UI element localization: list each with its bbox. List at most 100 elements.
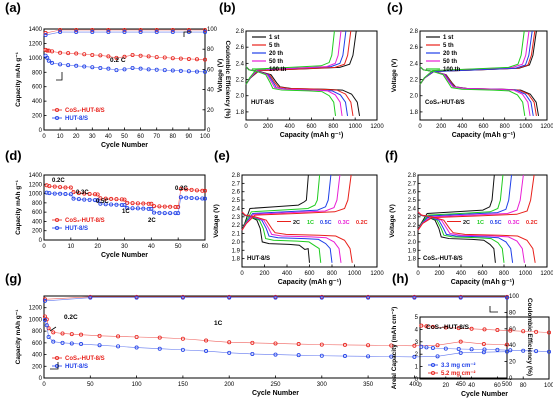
x-tick-label: 0 [418, 124, 422, 130]
data-point [366, 295, 371, 300]
data-point [157, 204, 162, 209]
data-point [458, 350, 463, 355]
x-tick-label: 350 [363, 382, 374, 388]
data-point [43, 31, 48, 36]
data-point [547, 349, 552, 354]
x-tick-label: 1200 [370, 271, 384, 277]
y-tick-label: 400 [32, 353, 43, 359]
data-point [47, 191, 52, 196]
legend-label: CoS₂-HUT-8/S [65, 218, 105, 224]
y2-axis-label: Coulombic Efficiency (%) [224, 40, 231, 118]
data-point [92, 192, 97, 197]
y-tick-label: 1.8 [232, 257, 241, 263]
data-point [47, 184, 52, 189]
data-point [87, 197, 92, 202]
data-point [51, 330, 56, 335]
legend-label: HUT-8/S [65, 116, 88, 122]
data-point [76, 191, 81, 196]
y2-tick-label: 60 [207, 67, 214, 73]
data-point [51, 339, 56, 344]
y2-tick-label: 80 [207, 47, 214, 53]
x-axis-label: Capacity (mAh g⁻¹) [451, 279, 515, 286]
x-tick-label: 450 [456, 382, 467, 388]
data-point [176, 211, 181, 216]
charge-curve [245, 30, 335, 85]
data-point [68, 185, 73, 190]
data-point [134, 334, 139, 339]
data-point [146, 201, 151, 206]
data-point [170, 56, 175, 61]
x-tick-label: 1200 [540, 124, 553, 130]
panel-f: (f) 0 200 400 600 800 1000 1200 1.8 1.9 2.0 2.1 2.2 2… [385, 148, 553, 286]
data-point [60, 331, 65, 336]
x-tick-label: 400 [282, 271, 293, 277]
y-tick-label: 2.4 [236, 61, 245, 67]
data-point [435, 354, 440, 359]
y2-tick-label: 20 [509, 360, 516, 366]
data-point [458, 295, 463, 300]
y-tick-label: 2.8 [236, 29, 245, 35]
data-point [103, 202, 108, 207]
data-point [122, 197, 127, 202]
data-point [202, 30, 207, 35]
x-tick-label: 600 [477, 271, 488, 277]
legend-label: 2C [293, 220, 300, 226]
data-point [88, 295, 93, 300]
data-point [90, 28, 95, 33]
x-tick-label: 600 [304, 271, 315, 277]
data-point [162, 55, 167, 60]
x-axis-label: Capacity (mAh g⁻¹) [280, 132, 344, 139]
data-point [178, 195, 183, 200]
data-point [76, 197, 81, 202]
rate-label: 0.5C [96, 199, 109, 205]
x-tick-label: 40 [148, 244, 155, 250]
data-point [162, 68, 167, 73]
y-tick-label: 800 [32, 329, 43, 335]
x-tick-label: 200 [434, 271, 445, 277]
data-point [45, 48, 50, 53]
data-point [424, 345, 429, 350]
data-point [319, 353, 324, 358]
data-point [342, 342, 347, 347]
data-point [46, 58, 51, 63]
x-tick-label: 80 [169, 134, 176, 140]
y-tick-label: 2.2 [410, 78, 419, 84]
data-point [366, 354, 371, 359]
data-point [122, 67, 127, 72]
data-point [342, 354, 347, 359]
panel-g: (g)0 50 100 150 200 250 300 350 400 450 5000200400… [5, 271, 533, 397]
data-point [227, 350, 232, 355]
series-line [421, 346, 550, 353]
data-point [186, 56, 191, 61]
data-point [106, 54, 111, 59]
panel-label: (h) [392, 271, 409, 286]
y2-tick-label: 0 [207, 128, 211, 134]
data-point [82, 64, 87, 69]
y-tick-label: 0 [39, 376, 43, 382]
data-point [430, 345, 435, 350]
data-point [152, 204, 157, 209]
data-point [71, 190, 76, 195]
data-point [173, 205, 178, 210]
data-point [138, 30, 143, 35]
y-tick-label: 1.9 [232, 248, 241, 254]
data-point [130, 52, 135, 57]
data-point [412, 295, 417, 300]
charge-curve [419, 30, 530, 85]
rate-annotation: 0.2C [64, 314, 78, 321]
x-axis-label: Cycle Number [101, 252, 148, 259]
y-tick-label: 2.3 [408, 215, 417, 221]
data-point [194, 69, 199, 74]
x-tick-label: 1200 [540, 271, 553, 277]
data-point [202, 196, 207, 201]
y-tick-label: 2.0 [232, 240, 241, 246]
panel-label: (a) [5, 0, 21, 15]
discharge-curve [245, 66, 343, 117]
data-point [79, 332, 84, 337]
x-axis-label: Capacity (mAh g⁻¹) [278, 279, 342, 286]
data-point [134, 345, 139, 350]
data-point [125, 200, 130, 205]
data-point [534, 329, 539, 334]
data-point [106, 28, 111, 33]
y-tick-label: 2.1 [408, 232, 417, 238]
